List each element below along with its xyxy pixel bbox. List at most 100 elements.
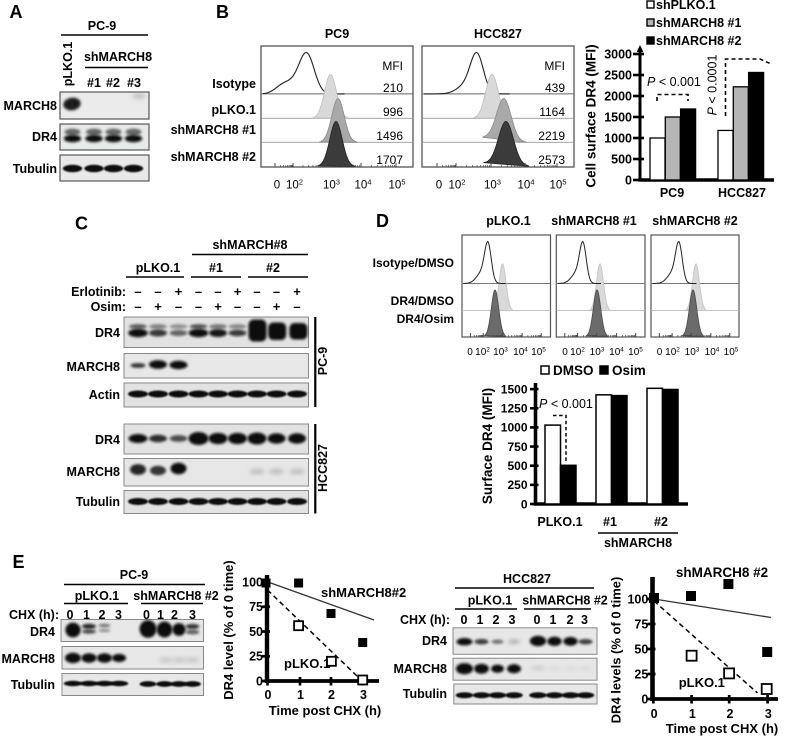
svg-text:1500: 1500 (501, 382, 528, 396)
svg-text:shMARCH8 #1: shMARCH8 #1 (656, 16, 741, 30)
svg-text:2000: 2000 (604, 89, 632, 103)
svg-text:–: – (195, 284, 202, 299)
svg-text:50: 50 (634, 642, 648, 656)
svg-text:1: 1 (297, 688, 304, 702)
svg-text:104: 104 (355, 178, 372, 192)
svg-text:103: 103 (590, 347, 605, 358)
svg-text:Surface DR4 (MFI): Surface DR4 (MFI) (480, 388, 495, 504)
svg-text:500: 500 (611, 152, 632, 166)
svg-text:1000: 1000 (501, 421, 528, 435)
svg-text:Osim: Osim (612, 363, 646, 378)
svg-text:104: 104 (705, 347, 720, 358)
svg-text:Cell surface DR4 (MFI): Cell surface DR4 (MFI) (584, 44, 599, 187)
svg-text:102: 102 (475, 347, 490, 358)
svg-text:Actin: Actin (89, 388, 120, 402)
svg-text:1: 1 (157, 608, 164, 622)
svg-text:1: 1 (550, 613, 557, 627)
svg-text:MARCH8: MARCH8 (67, 465, 121, 479)
svg-text:0: 0 (143, 608, 150, 622)
svg-text:0: 0 (467, 347, 473, 358)
svg-text:Time post CHX (h): Time post CHX (h) (666, 721, 778, 736)
svg-text:102: 102 (449, 178, 466, 192)
svg-text:25: 25 (634, 667, 648, 681)
svg-text:102: 102 (570, 347, 585, 358)
svg-text:103: 103 (323, 178, 340, 192)
svg-text:–: – (195, 299, 202, 314)
svg-text:0: 0 (641, 692, 648, 706)
svg-text:103: 103 (484, 178, 501, 192)
svg-text:100: 100 (242, 575, 263, 589)
svg-text:1: 1 (689, 707, 696, 721)
svg-text:#3: #3 (127, 76, 141, 90)
svg-text:PC-9: PC-9 (316, 347, 330, 376)
svg-text:100: 100 (627, 592, 648, 606)
svg-text:0: 0 (274, 180, 280, 192)
svg-text:pLKO.1: pLKO.1 (75, 589, 119, 603)
svg-text:3: 3 (581, 613, 588, 627)
svg-text:–: – (253, 284, 260, 299)
svg-text:DR4/DMSO: DR4/DMSO (391, 294, 454, 308)
svg-text:0: 0 (651, 707, 658, 721)
svg-text:+: + (273, 299, 281, 314)
svg-text:1500: 1500 (604, 110, 632, 124)
svg-text:–: – (175, 299, 182, 314)
svg-text:shMARCH8 #2: shMARCH8 #2 (522, 594, 607, 608)
svg-text:1164: 1164 (539, 105, 565, 119)
svg-text:–: – (273, 284, 280, 299)
svg-text:shMARCH8#2: shMARCH8#2 (321, 585, 406, 600)
svg-text:105: 105 (724, 347, 739, 358)
svg-text:0: 0 (461, 613, 468, 627)
svg-text:shMARCH8 #1: shMARCH8 #1 (171, 123, 256, 137)
svg-text:Erlotinib:: Erlotinib: (71, 285, 126, 299)
svg-text:0: 0 (521, 497, 528, 511)
svg-text:Isotype: Isotype (212, 77, 256, 91)
svg-text:0: 0 (562, 347, 568, 358)
svg-text:3000: 3000 (604, 47, 632, 61)
svg-text:Tubulin: Tubulin (11, 678, 55, 692)
svg-text:1000: 1000 (604, 131, 632, 145)
svg-text:HCC827: HCC827 (316, 444, 330, 492)
svg-text:#1: #1 (603, 515, 617, 529)
svg-text:PC-9: PC-9 (88, 19, 117, 33)
svg-text:P < 0.0001: P < 0.0001 (706, 55, 720, 116)
svg-text:P < 0.001: P < 0.001 (647, 75, 701, 89)
svg-text:–: – (134, 299, 141, 314)
svg-text:1250: 1250 (501, 402, 528, 416)
svg-text:2500: 2500 (604, 68, 632, 82)
svg-text:3: 3 (115, 608, 122, 622)
svg-text:DR4 level (% of 0 time): DR4 level (% of 0 time) (221, 560, 236, 699)
svg-text:104: 104 (513, 347, 528, 358)
svg-text:105: 105 (550, 178, 567, 192)
svg-text:HCC827: HCC827 (474, 27, 522, 41)
svg-text:–: – (234, 299, 241, 314)
svg-text:DR4 levels (% of 0 time): DR4 levels (% of 0 time) (609, 577, 624, 724)
svg-text:1707: 1707 (376, 153, 403, 167)
svg-text:PLKO.1: PLKO.1 (537, 515, 582, 529)
svg-text:pLKO.1: pLKO.1 (136, 261, 180, 275)
svg-text:500: 500 (507, 459, 527, 473)
svg-text:C: C (75, 214, 88, 234)
svg-text:shMARCH8 #2: shMARCH8 #2 (133, 589, 218, 603)
svg-text:2: 2 (171, 608, 178, 622)
svg-text:Time post CHX (h): Time post CHX (h) (269, 703, 381, 718)
svg-text:shMARCH8 #2: shMARCH8 #2 (656, 34, 741, 48)
svg-text:–: – (134, 284, 141, 299)
svg-text:+: + (214, 299, 222, 314)
svg-text:0: 0 (256, 674, 263, 688)
svg-text:DR4: DR4 (30, 625, 55, 639)
svg-text:102: 102 (665, 347, 680, 358)
svg-text:#2: #2 (266, 261, 280, 275)
svg-text:MARCH8: MARCH8 (394, 662, 448, 676)
svg-text:105: 105 (531, 347, 546, 358)
svg-text:pLKO.1: pLKO.1 (212, 103, 256, 117)
svg-text:MARCH8: MARCH8 (4, 99, 58, 113)
svg-text:MARCH8: MARCH8 (67, 360, 121, 374)
svg-text:PC9: PC9 (325, 27, 349, 41)
svg-text:#2: #2 (106, 76, 120, 90)
svg-text:103: 103 (493, 347, 508, 358)
svg-text:–: – (293, 299, 300, 314)
svg-text:75: 75 (249, 600, 263, 614)
svg-text:pLKO.1: pLKO.1 (284, 656, 330, 671)
svg-text:–: – (154, 284, 161, 299)
svg-text:shMARCH8: shMARCH8 (84, 50, 152, 64)
